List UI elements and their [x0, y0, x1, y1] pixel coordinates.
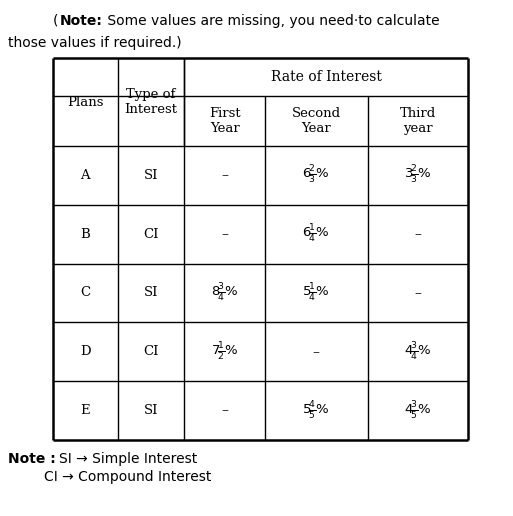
Text: SI: SI [144, 404, 158, 417]
Text: Third
year: Third year [400, 107, 436, 135]
Text: Note :: Note : [8, 452, 55, 466]
Text: those values if required.): those values if required.) [8, 36, 181, 50]
Text: $7\!\frac{1}{2}$%: $7\!\frac{1}{2}$% [211, 341, 239, 363]
Text: (: ( [52, 14, 58, 28]
Text: Some values are missing, you need·to calculate: Some values are missing, you need·to cal… [103, 14, 440, 28]
Text: $4\!\frac{3}{5}$%: $4\!\frac{3}{5}$% [404, 399, 432, 422]
Text: $3\!\frac{2}{3}$%: $3\!\frac{2}{3}$% [404, 164, 432, 186]
Text: Type of
Interest: Type of Interest [125, 88, 177, 116]
Text: C: C [80, 286, 90, 299]
Text: First
Year: First Year [209, 107, 241, 135]
Text: SI → Simple Interest: SI → Simple Interest [59, 452, 198, 466]
Text: –: – [221, 404, 228, 417]
Text: Rate of Interest: Rate of Interest [271, 70, 382, 84]
Text: $8\!\frac{3}{4}$%: $8\!\frac{3}{4}$% [211, 282, 239, 304]
Text: $5\!\frac{4}{5}$%: $5\!\frac{4}{5}$% [303, 399, 330, 422]
Text: $4\!\frac{3}{4}$%: $4\!\frac{3}{4}$% [404, 341, 432, 363]
Text: –: – [313, 345, 320, 359]
Text: CI: CI [143, 345, 159, 358]
Text: $6\!\frac{1}{4}$%: $6\!\frac{1}{4}$% [303, 223, 330, 245]
Text: –: – [221, 168, 228, 182]
Text: Second
Year: Second Year [292, 107, 341, 135]
Text: –: – [415, 286, 422, 300]
Text: SI: SI [144, 169, 158, 182]
Text: CI: CI [143, 228, 159, 240]
Text: Note:: Note: [60, 14, 103, 28]
Text: CI → Compound Interest: CI → Compound Interest [44, 470, 211, 484]
Text: A: A [80, 169, 90, 182]
Text: Plans: Plans [67, 95, 103, 108]
Text: B: B [80, 228, 90, 240]
Text: –: – [415, 227, 422, 241]
Text: E: E [80, 404, 90, 417]
Text: D: D [80, 345, 90, 358]
Text: $6\!\frac{2}{3}$%: $6\!\frac{2}{3}$% [303, 164, 330, 186]
Text: SI: SI [144, 286, 158, 299]
Text: $5\!\frac{1}{4}$%: $5\!\frac{1}{4}$% [303, 282, 330, 304]
Text: –: – [221, 227, 228, 241]
